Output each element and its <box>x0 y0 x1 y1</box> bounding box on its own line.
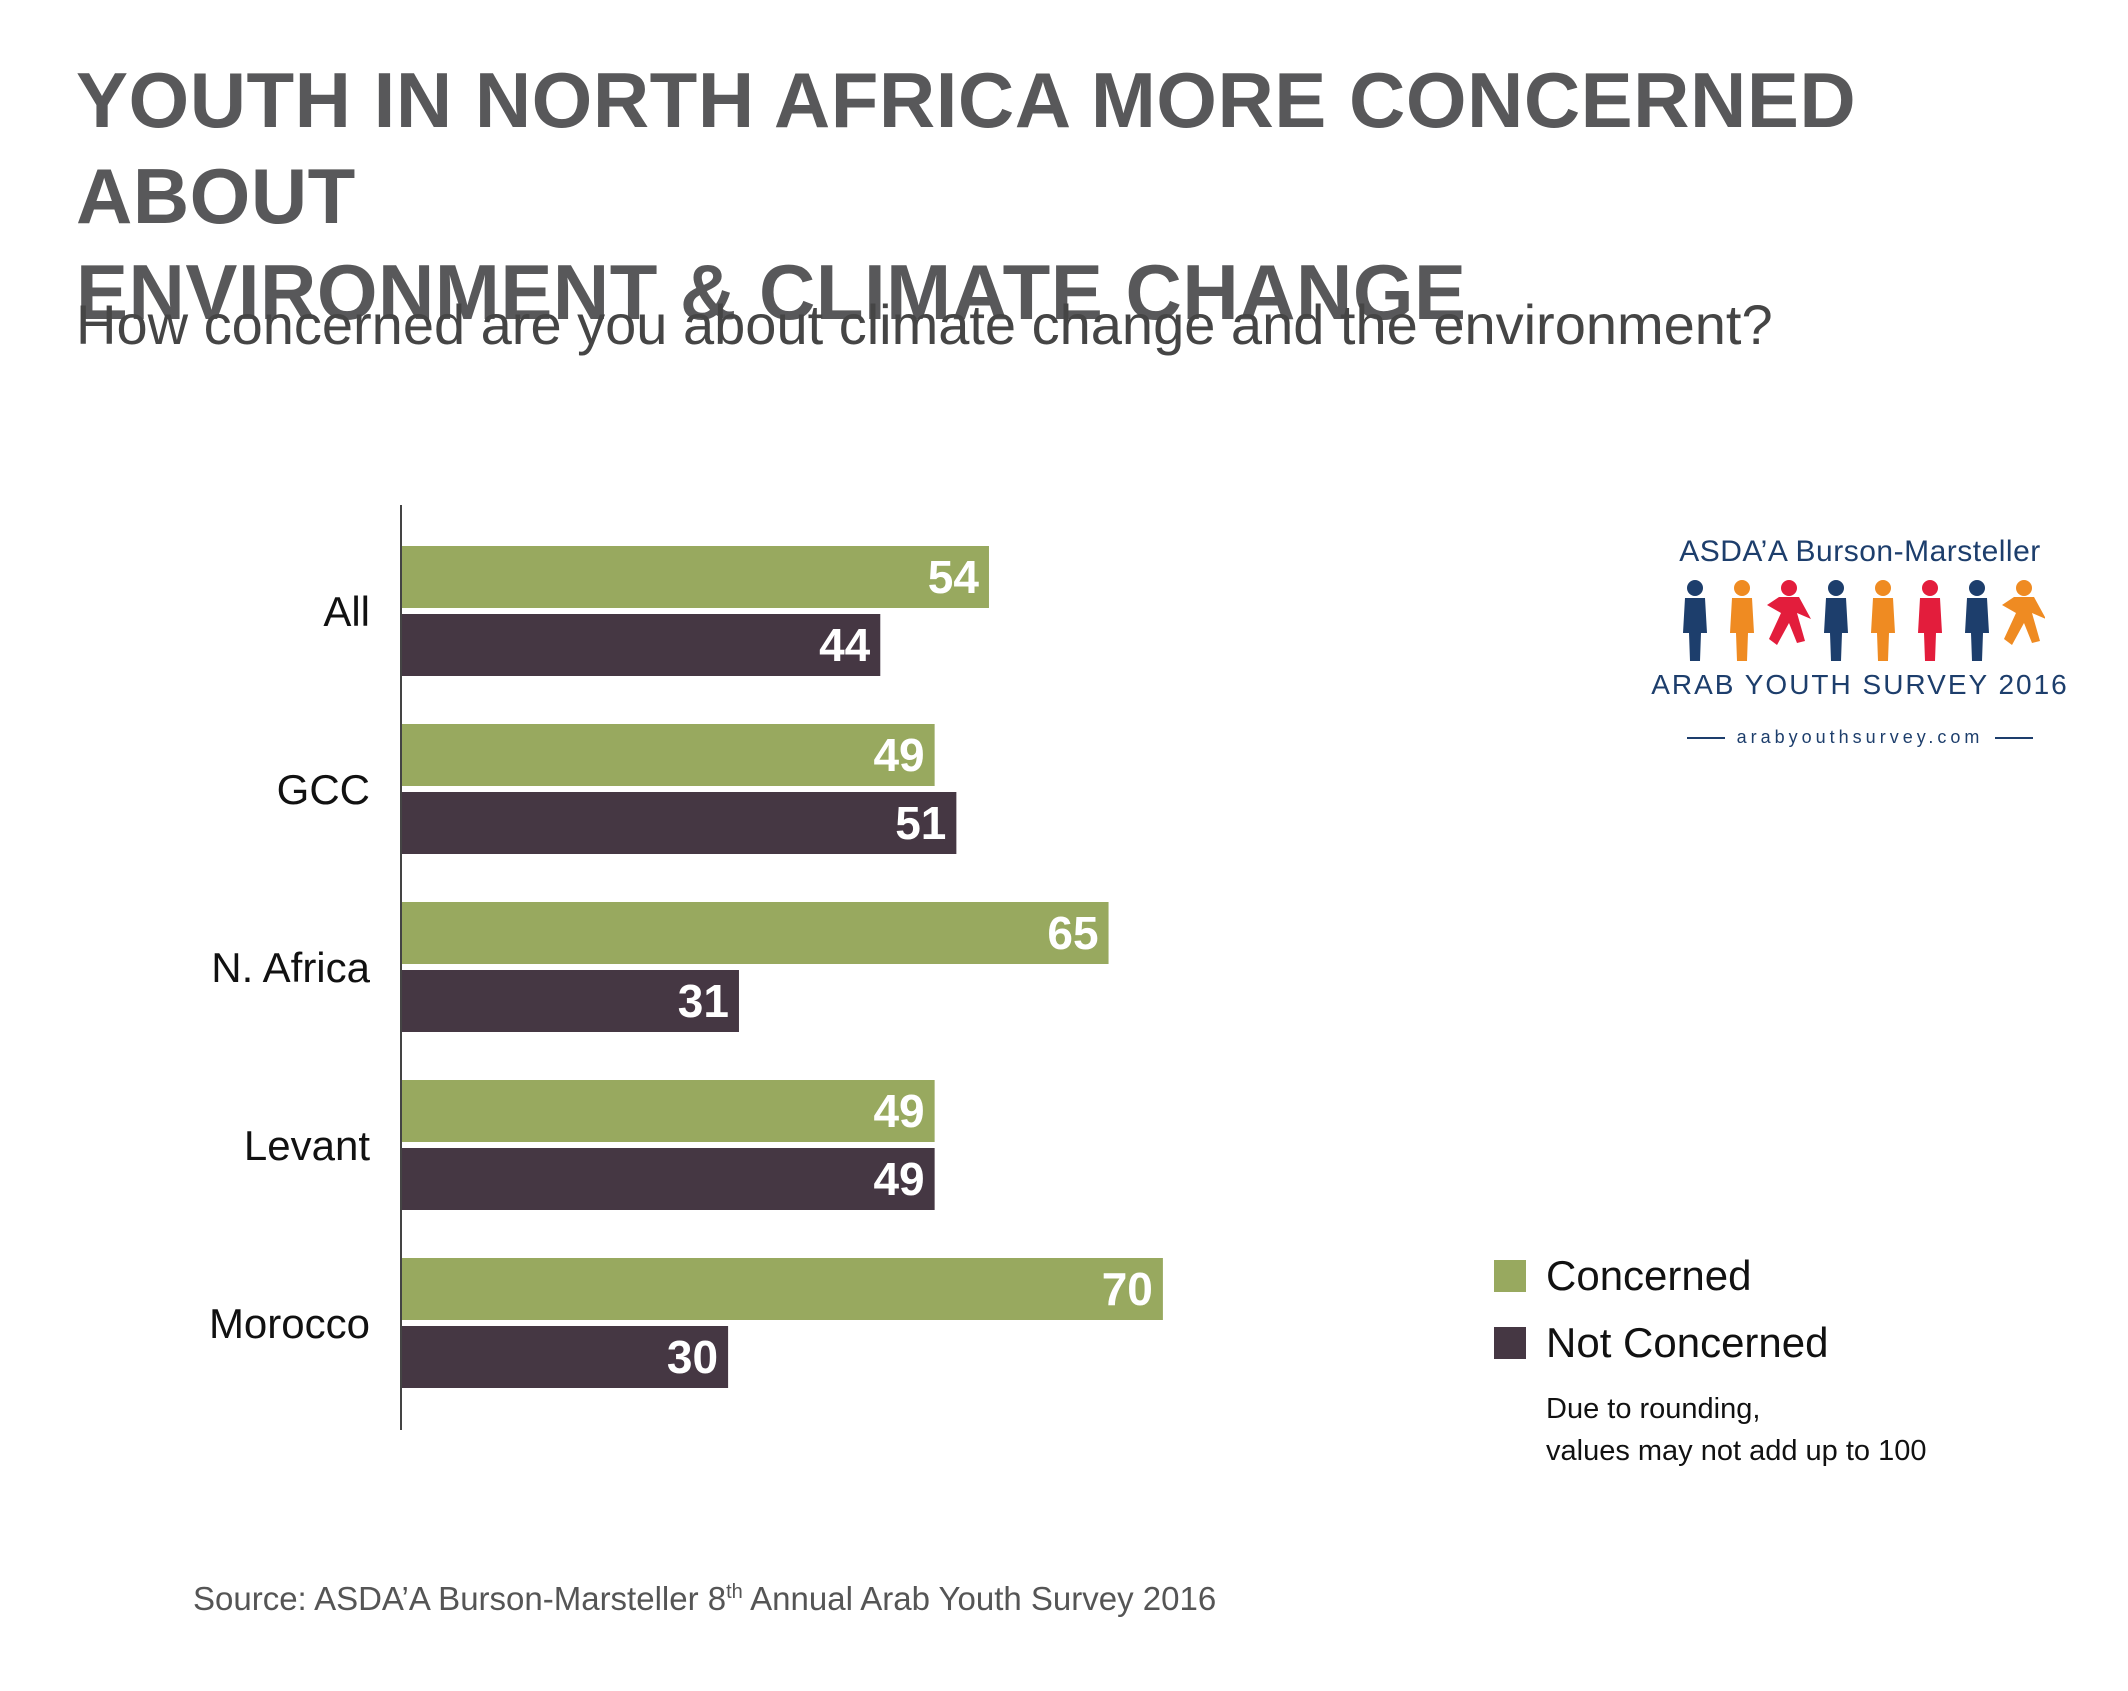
logo-figures-icon <box>1683 580 2045 661</box>
value-label-gcc-not-concerned: 51 <box>895 797 946 849</box>
logo-figure-3 <box>1767 580 1811 645</box>
logo-brand-name: ASDA’A Burson-Marsteller <box>1679 535 2041 568</box>
category-label-morocco: Morocco <box>209 1300 370 1347</box>
category-label-levant: Levant <box>244 1122 370 1169</box>
logo-figure-4 <box>1824 580 1848 661</box>
value-label-n-africa-not-concerned: 31 <box>678 975 729 1027</box>
chart-subtitle: How concerned are you about climate chan… <box>76 293 1773 356</box>
bar-n-africa-concerned <box>402 902 1109 964</box>
value-label-morocco-not-concerned: 30 <box>667 1331 718 1383</box>
source-text: Source: ASDA’A Burson-Marsteller 8 <box>193 1580 727 1617</box>
value-label-levant-not-concerned: 49 <box>873 1153 924 1205</box>
bar-gcc-not-concerned <box>402 792 957 854</box>
footnote-line-1: Due to rounding, <box>1546 1393 1761 1425</box>
bar-morocco-concerned <box>402 1258 1163 1320</box>
logo-url-text: arabyouthsurvey.com <box>1736 727 1984 747</box>
bar-all-not-concerned <box>402 614 881 676</box>
logo-figure-2 <box>1730 580 1754 661</box>
legend-item-concerned: Concerned <box>1494 1242 1829 1309</box>
bar-levant-not-concerned <box>402 1148 935 1210</box>
legend-swatch-concerned <box>1494 1259 1526 1292</box>
page-title: YOUTH IN NORTH AFRICA MORE CONCERNED ABO… <box>76 52 2076 340</box>
title-line-2: ENVIRONMENT & CLIMATE CHANGE <box>76 248 1467 336</box>
chart-legend: Concerned Not Concerned <box>1494 1242 1829 1376</box>
legend-item-not-concerned: Not Concerned <box>1494 1309 1829 1376</box>
category-label-n-africa: N. Africa <box>211 944 370 991</box>
logo-figure-6 <box>1918 580 1942 661</box>
bar-gcc-concerned <box>402 724 935 786</box>
logo-figure-1 <box>1683 580 1707 661</box>
legend-label-concerned: Concerned <box>1546 1251 1752 1299</box>
logo-survey-name: ARAB YOUTH SURVEY 2016 <box>1651 669 2069 700</box>
logo-rule-right <box>1995 737 2034 740</box>
logo-figure-5 <box>1871 580 1895 661</box>
category-label-gcc: GCC <box>277 766 370 813</box>
bar-all-concerned <box>402 546 989 608</box>
rounding-footnote: Due to rounding, values may not add up t… <box>1546 1388 1926 1472</box>
legend-label-not-concerned: Not Concerned <box>1546 1318 1829 1366</box>
logo-figure-8 <box>2002 580 2045 645</box>
footnote-line-2: values may not add up to 100 <box>1546 1435 1927 1467</box>
title-line-1: YOUTH IN NORTH AFRICA MORE CONCERNED ABO… <box>76 56 1857 240</box>
source-note: Source: ASDA’A Burson-Marsteller 8th Ann… <box>193 1580 1216 1618</box>
value-label-morocco-concerned: 70 <box>1102 1263 1153 1315</box>
chart-bars: 54 44 All 49 51 GCC 65 31 N. Africa 49 49 Levant 70 3… <box>209 546 1163 1388</box>
bar-n-africa-not-concerned <box>402 970 739 1032</box>
value-label-all-not-concerned: 44 <box>819 619 871 671</box>
value-label-levant-concerned: 49 <box>873 1085 924 1137</box>
survey-logo: ASDA’A Burson-Marsteller ARAB YOUTH SURV… <box>1650 535 2070 765</box>
legend-swatch-not-concerned <box>1494 1326 1526 1359</box>
bar-morocco-not-concerned <box>402 1326 729 1388</box>
bar-levant-concerned <box>402 1080 935 1142</box>
source-text-end: Annual Arab Youth Survey 2016 <box>742 1580 1217 1617</box>
logo-url: arabyouthsurvey.com <box>1650 727 2070 748</box>
value-label-gcc-concerned: 49 <box>873 729 924 781</box>
logo-figure-7 <box>1965 580 1989 661</box>
source-superscript: th <box>726 1581 743 1603</box>
category-label-all: All <box>323 588 370 635</box>
value-label-all-concerned: 54 <box>928 551 980 603</box>
logo-rule-left <box>1686 737 1725 740</box>
value-label-n-africa-concerned: 65 <box>1047 907 1098 959</box>
